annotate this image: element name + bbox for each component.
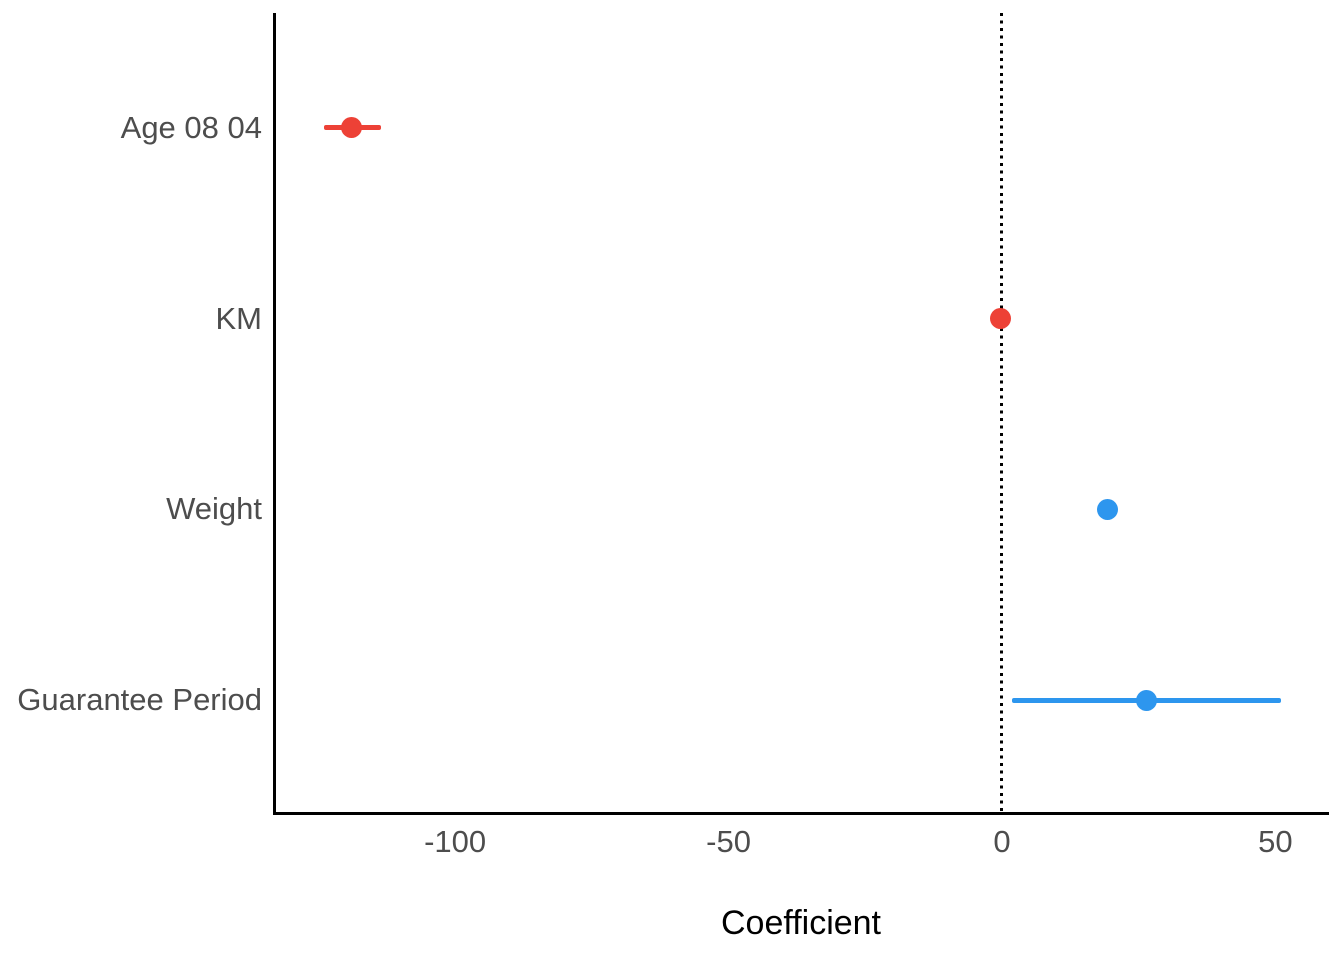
- coefficient-point: [1136, 689, 1158, 711]
- x-axis-title: Coefficient: [720, 904, 882, 942]
- zero-reference-line: [1000, 13, 1004, 815]
- coefficient-point: [340, 117, 362, 139]
- y-axis-category-label: Guarantee Period: [17, 682, 262, 718]
- x-axis-tick-label: 0: [993, 824, 1011, 859]
- coefficient-point: [989, 308, 1011, 330]
- y-axis-category-label: KM: [215, 300, 263, 336]
- x-axis-tick-label: 50: [1258, 824, 1293, 859]
- coefficient-point: [1097, 498, 1119, 520]
- y-axis-category-label: Weight: [166, 491, 262, 527]
- x-axis-tick-label: -50: [706, 824, 751, 859]
- y-axis-category-label: Age 08 04: [120, 109, 262, 145]
- plot-panel: [273, 13, 1329, 815]
- x-axis-tick-label: -100: [424, 824, 487, 859]
